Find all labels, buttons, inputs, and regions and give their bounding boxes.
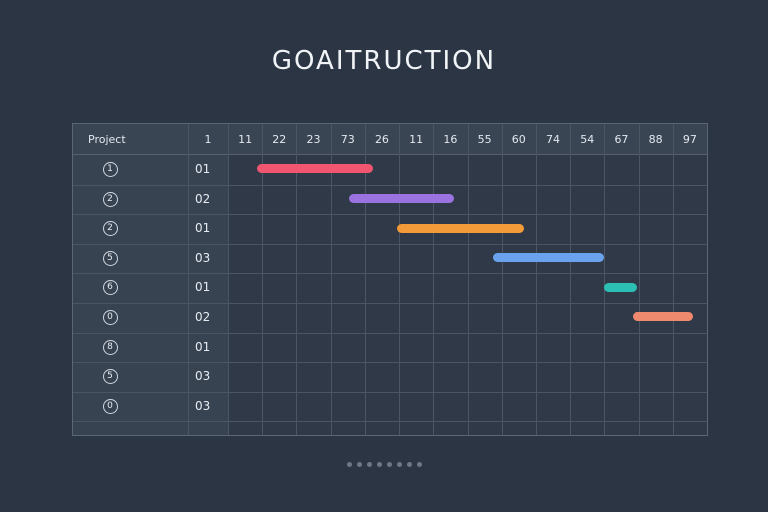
row-number: 6 [102, 280, 118, 296]
row-code: 03 [195, 250, 211, 265]
project-column-panel [73, 124, 228, 435]
row-number-badge: 6 [101, 273, 119, 302]
row-number-badge: 8 [101, 333, 119, 362]
row-divider [73, 421, 707, 423]
timeline-column-header[interactable]: 88 [648, 133, 663, 146]
timeline-gridline [262, 124, 264, 435]
row-number-badge: 2 [101, 214, 119, 243]
row-divider [73, 214, 707, 216]
timeline-gridline [501, 124, 503, 435]
row-divider [73, 243, 707, 245]
timeline-column-header[interactable]: 11 [409, 133, 424, 146]
timeline-column-header[interactable]: 97 [682, 133, 697, 146]
column-divider [188, 124, 189, 435]
timeline-gridline [604, 124, 606, 435]
timeline-gridline [433, 124, 435, 435]
table-header [73, 124, 707, 155]
gantt-table: Project 1 11 22 23 73 26 11 16 55 60 74 54 67 88 97 1 0… [72, 123, 708, 436]
page-dot[interactable] [366, 462, 372, 467]
project-column-header[interactable]: Project [88, 133, 126, 146]
timeline-column-header[interactable]: 55 [477, 133, 492, 146]
row-number: 2 [102, 191, 118, 207]
row-number-badge: 0 [101, 392, 119, 421]
row-number-badge: 1 [101, 155, 119, 184]
code-column-header[interactable]: 1 [204, 133, 212, 146]
timeline-gridline [638, 124, 640, 435]
page-dot[interactable] [376, 462, 382, 467]
page-dot[interactable] [416, 462, 422, 467]
timeline-column-header[interactable]: 67 [614, 133, 629, 146]
page-dot[interactable] [356, 462, 362, 467]
row-divider [73, 391, 707, 393]
row-code: 03 [195, 369, 211, 384]
row-divider [73, 184, 707, 186]
timeline-gridline [364, 124, 366, 435]
row-number: 5 [102, 250, 118, 266]
row-code: 01 [195, 339, 211, 354]
page-title: GOAITRUCTION [271, 46, 497, 76]
row-code: 01 [195, 221, 211, 236]
timeline-gridline [296, 124, 298, 435]
page-dot[interactable] [386, 462, 392, 467]
row-number-badge: 5 [101, 244, 119, 273]
row-code: 03 [195, 398, 211, 413]
timeline-gridline [467, 124, 469, 435]
row-divider [73, 362, 707, 364]
task-bar[interactable] [493, 253, 605, 263]
row-divider [73, 273, 707, 275]
row-number-badge: 2 [101, 185, 119, 214]
timeline-gridline [570, 124, 572, 435]
timeline-column-header[interactable]: 23 [306, 133, 321, 146]
row-number: 2 [102, 221, 118, 237]
timeline-column-header[interactable]: 16 [443, 133, 458, 146]
row-code: 02 [195, 191, 211, 206]
column-divider [228, 124, 229, 435]
page-dot[interactable] [406, 462, 412, 467]
timeline-gridline [535, 124, 537, 435]
row-number: 0 [102, 398, 118, 414]
row-divider [73, 332, 707, 334]
row-code: 01 [195, 280, 211, 295]
timeline-column-header[interactable]: 74 [546, 133, 561, 146]
timeline-column-header[interactable]: 60 [511, 133, 526, 146]
timeline-column-header[interactable]: 54 [580, 133, 595, 146]
timeline-gridline [330, 124, 332, 435]
page-dot[interactable] [346, 462, 352, 467]
row-number: 5 [102, 369, 118, 385]
task-bar[interactable] [349, 193, 454, 203]
timeline-column-header[interactable]: 11 [238, 133, 253, 146]
timeline-column-header[interactable]: 73 [340, 133, 355, 146]
row-number: 8 [102, 339, 118, 355]
timeline-gridline [399, 124, 401, 435]
timeline-column-header[interactable]: 26 [374, 133, 389, 146]
task-bar[interactable] [604, 282, 637, 292]
task-bar[interactable] [257, 164, 374, 174]
task-bar[interactable] [397, 223, 524, 233]
row-code: 02 [195, 310, 211, 324]
task-bar[interactable] [633, 312, 694, 322]
row-number-badge: 0 [101, 303, 119, 332]
row-divider [73, 303, 707, 304]
pagination-dots [0, 462, 768, 467]
row-code: 01 [195, 162, 211, 176]
row-number-badge: 5 [101, 362, 119, 391]
timeline-column-header[interactable]: 22 [272, 133, 287, 146]
row-number: 0 [102, 310, 118, 325]
row-number: 1 [102, 162, 118, 177]
page-dot[interactable] [396, 462, 402, 467]
timeline-gridline [672, 124, 674, 435]
